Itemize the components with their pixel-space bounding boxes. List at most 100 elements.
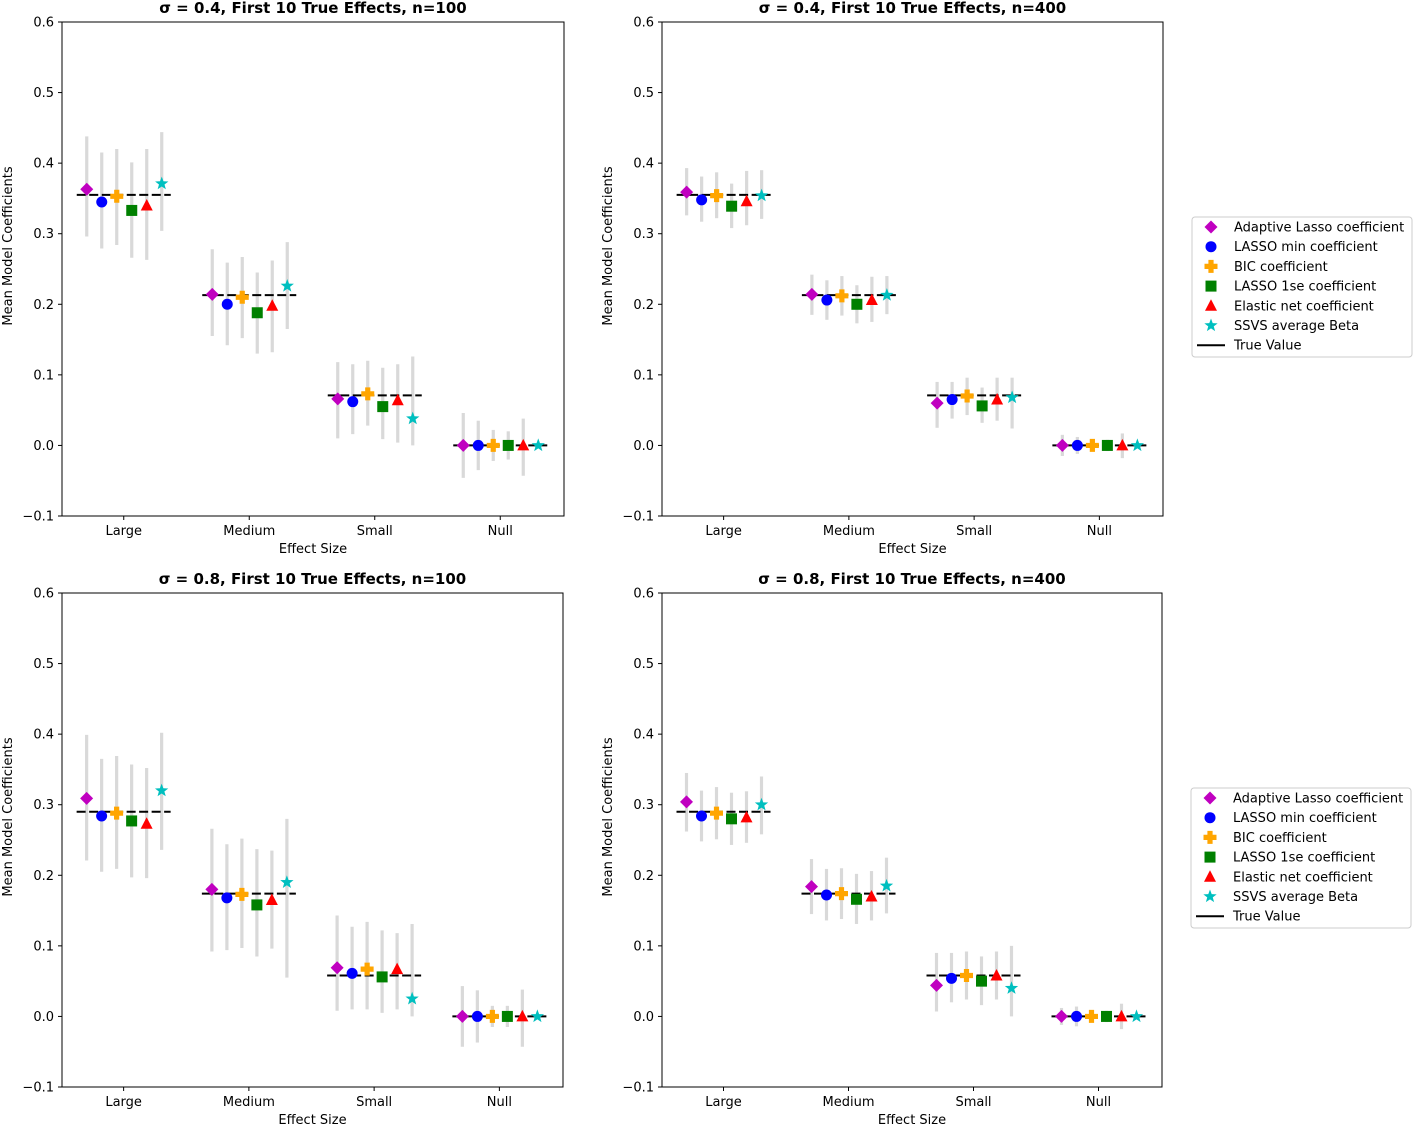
plus-point [110,806,124,820]
triangle-point [1115,1009,1128,1022]
x-axis-label: Effect Size [878,1113,946,1126]
plot-area [62,593,563,1087]
circle-point [696,810,707,822]
star-point [1005,390,1019,404]
plus-point [360,962,374,976]
legend-entry-label: Elastic net coefficient [1234,299,1374,314]
circle-point [221,298,233,310]
triangle-point [266,299,279,311]
y-tick-label: 0.6 [33,16,54,31]
triangle-point [391,962,404,975]
x-tick-label-medium: Medium [223,1095,275,1110]
plus-point [235,887,249,901]
x-tick-label-null: Null [488,524,513,539]
legend-2: Adaptive Lasso coefficient LASSO min coef… [1190,787,1412,929]
legend-entry-label: LASSO 1se coefficient [1233,851,1375,866]
plot-area [662,593,1162,1087]
square-point [851,298,863,310]
chart-panel-3: −0.1 0.0 0.1 0.2 0.3 0.4 0.5 0.6 Large Medium Smal… [1,570,564,1126]
legend-entry-label: SSVS average Beta [1233,890,1358,905]
star-point [280,278,294,292]
legend-box [1190,787,1412,929]
diamond-point [1055,438,1069,452]
y-tick-label: 0.6 [33,587,54,602]
diamond-point [805,880,818,894]
y-tick-label: 0.6 [633,16,654,31]
square-point [251,307,263,319]
square-point [502,439,514,451]
circle-point [1071,1010,1082,1022]
legend-diamond-icon [1203,791,1217,805]
diamond-point [455,1009,469,1023]
legend-entry-label: Elastic net coefficient [1233,870,1373,885]
diamond-point [205,882,219,896]
x-tick-label-large: Large [705,1095,742,1110]
plus-point [960,968,973,982]
y-tick-label: 0.4 [633,157,654,172]
legend-triangle-icon [1205,299,1217,311]
square-point [726,200,738,212]
y-tick-label: 0.5 [33,657,54,672]
y-tick-label: 0.5 [33,86,54,101]
plot-area [662,22,1163,516]
chart-panel-1: −0.1 0.0 0.1 0.2 0.3 0.4 0.5 0.6 Large Medium Smal… [1,0,565,557]
chart-panel-4: −0.1 0.0 0.1 0.2 0.3 0.4 0.5 0.6 Large Medium Smal… [601,570,1163,1126]
square-point [1101,1010,1112,1022]
triangle-point [516,1009,529,1022]
chart-title: σ = 0.4, First 10 True Effects, n=100 [159,0,467,17]
legend-entry-label: SSVS average Beta [1234,319,1359,334]
circle-point [346,967,358,979]
plus-point [710,189,724,203]
circle-point [96,810,108,822]
square-point [251,899,263,911]
plot-frame [661,21,1164,517]
y-tick-label: 0.5 [633,657,654,672]
plus-point [110,189,124,203]
y-tick-label: −0.1 [22,510,54,525]
x-axis-label: Effect Size [278,1113,346,1126]
square-point [126,815,138,827]
star-point [531,438,545,452]
triangle-point [740,194,753,207]
plus-point [485,1009,499,1023]
star-point [754,797,769,811]
chart-title: σ = 0.8, First 10 True Effects, n=400 [758,570,1066,588]
diamond-point [680,795,693,809]
plus-point [710,806,723,820]
square-point [726,813,737,825]
y-tick-label: 0.0 [633,439,654,454]
diamond-point [205,287,219,301]
y-tick-label: 0.5 [633,86,654,101]
diamond-point [680,185,694,199]
legend-entry-label: True Value [1232,910,1300,925]
diamond-point [80,791,94,805]
x-tick-label-large: Large [705,524,742,539]
circle-point [96,196,108,208]
legend-1: Adaptive Lasso coefficient LASSO min coef… [1191,216,1413,358]
star-point [879,878,894,892]
star-point [530,1009,545,1023]
legend-box [1191,216,1413,358]
x-axis-label: Effect Size [878,542,946,557]
legend-entry-label: LASSO 1se coefficient [1234,280,1376,295]
y-tick-label: 0.1 [33,368,54,383]
circle-point [471,1010,483,1022]
star-point [405,991,419,1005]
y-tick-label: 0.4 [33,728,54,743]
star-point [154,783,169,797]
diamond-point [456,438,470,452]
x-tick-label-small: Small [356,1095,392,1110]
circle-point [472,439,484,451]
y-axis-label: Mean Model Coefficients [1,166,16,325]
legend-square-icon [1205,280,1217,292]
x-tick-label-large: Large [105,1095,142,1110]
y-tick-label: 0.3 [33,227,54,242]
triangle-point [865,293,878,306]
circle-point [821,889,832,901]
y-tick-label: 0.2 [33,298,54,313]
circle-point [946,972,957,984]
square-point [851,893,862,905]
x-tick-label-small: Small [956,524,992,539]
circle-point [696,194,708,206]
